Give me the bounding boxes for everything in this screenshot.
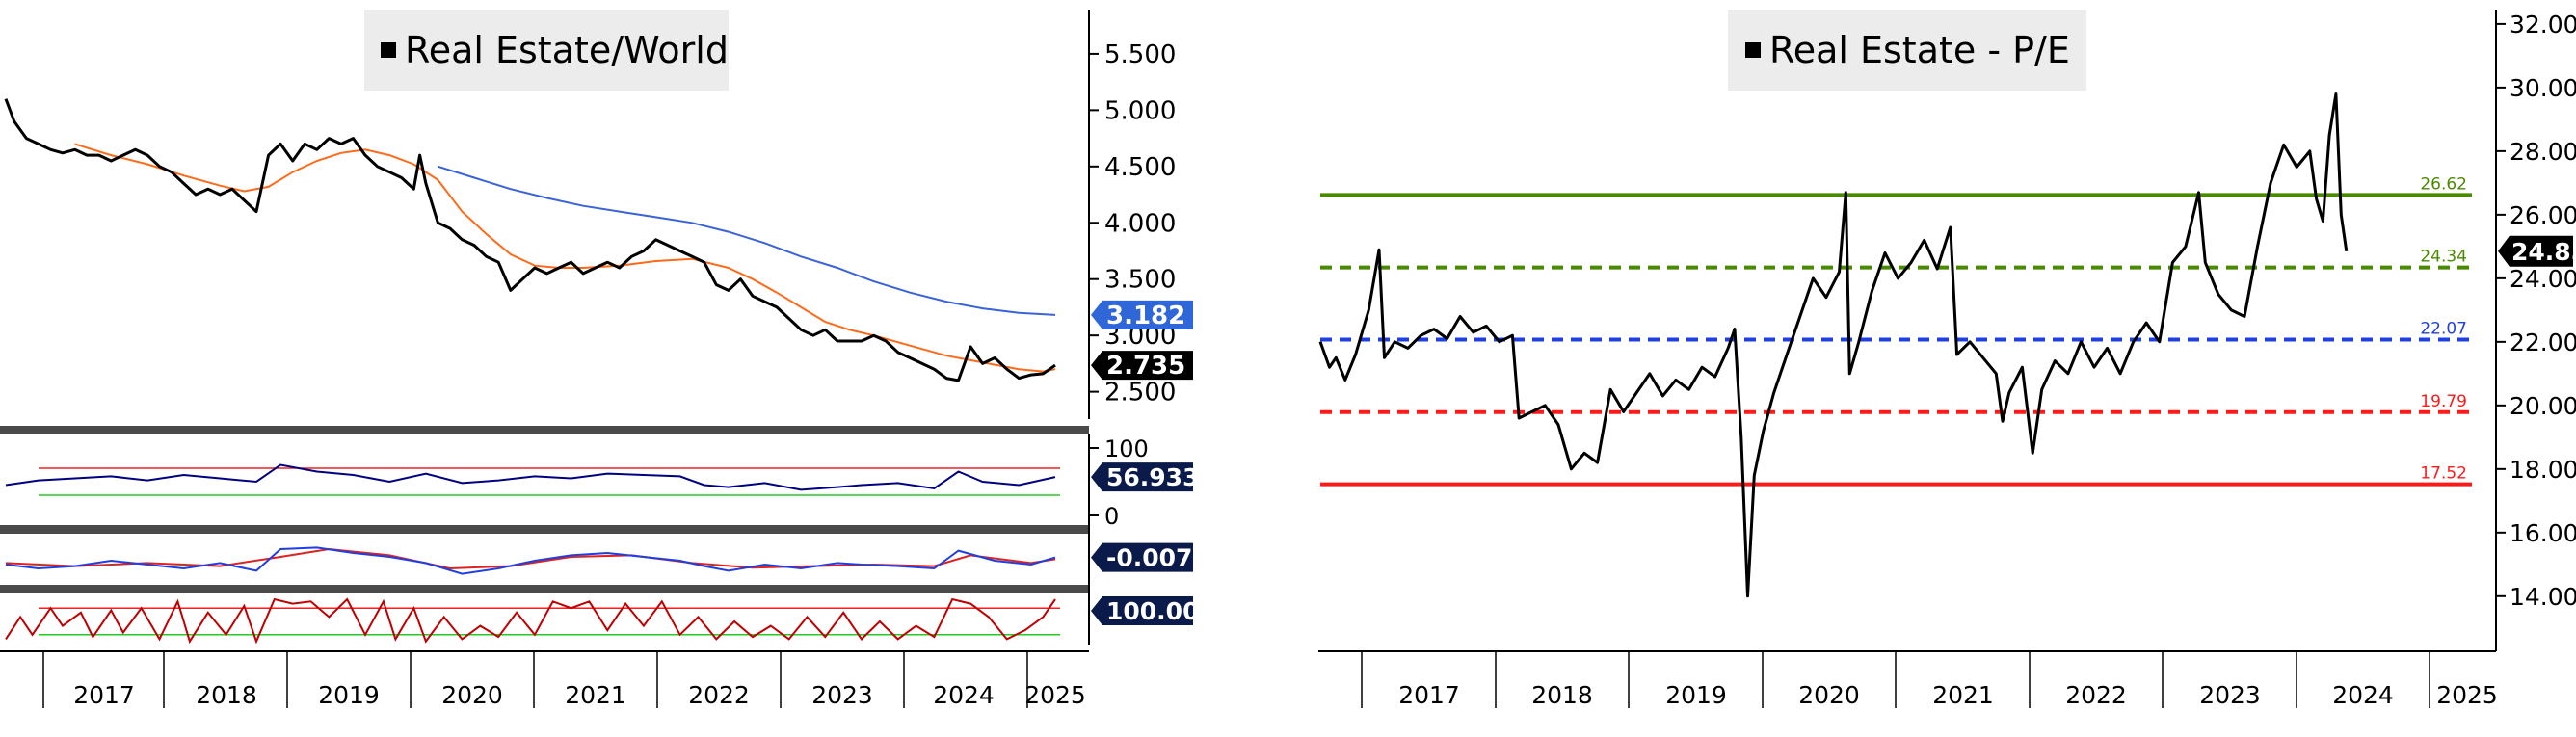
right-x-tick-label: 2023	[2199, 681, 2261, 709]
macd-value-label: -0.0075	[1106, 544, 1209, 572]
ma-long-line	[438, 165, 1056, 316]
sub-y-tick-label: 0	[1104, 503, 1119, 530]
right-title-box	[1728, 10, 2086, 91]
last-value-badge	[1091, 300, 1193, 329]
left-x-tick-label: 2022	[688, 681, 750, 709]
right-x-tick-label: 2021	[1932, 681, 1994, 709]
right-y-tick-label: 24.00	[2510, 265, 2576, 293]
right-last-value-badge: 24.85	[2498, 235, 2576, 267]
relative-performance-chart: Real Estate/World 5.500 5.000 4.500 4.000 3.…	[0, 10, 1216, 709]
right-y-ticks: 32.00 30.00 28.00 26.00 24.00 22.00 20.00 18.00…	[2496, 11, 2576, 611]
right-x-axis: 2017 2018 2019 2020 2021 2022 2023 2024 2025	[1318, 650, 2498, 709]
left-y-tick-label: 3.500	[1104, 266, 1176, 295]
right-y-tick-label: 32.00	[2510, 11, 2576, 39]
left-last-value-badges: 3.182 2.735	[1091, 300, 1193, 381]
right-y-tick-label: 18.00	[2510, 456, 2576, 484]
rsi-line	[5, 463, 1056, 491]
series-ma-long	[438, 165, 1056, 316]
rsi-value-badge	[1091, 462, 1193, 492]
last-value-badge	[1091, 351, 1193, 381]
right-x-tick-label: 2019	[1665, 681, 1727, 709]
left-y-tick-label: 4.500	[1104, 153, 1176, 182]
macd-line	[5, 546, 1056, 575]
panel-separator	[0, 525, 1089, 534]
right-y-tick-label: 30.00	[2510, 74, 2576, 102]
left-x-tick-label: 2017	[73, 681, 135, 709]
reference-line-label: 22.07	[2420, 320, 2467, 339]
stochastic-line	[5, 597, 1056, 645]
rsi-panel: 100 0 56.9331	[5, 435, 1216, 530]
right-y-tick-label: 16.00	[2510, 519, 2576, 547]
ma-short-line	[74, 143, 1056, 373]
series-pe-ratio	[1318, 92, 2349, 598]
right-y-tick-label: 14.00	[2510, 583, 2576, 611]
left-chart-title: Real Estate/World	[405, 29, 729, 71]
right-title-legend-marker	[1745, 42, 1761, 58]
left-x-tick-label: 2023	[811, 681, 873, 709]
right-x-tick-label: 2017	[1398, 681, 1460, 709]
left-x-tick-label: 2018	[196, 681, 257, 709]
pe-ratio-chart: Real Estate - P/E 26.62 24.34 22.07 19.79 17…	[1318, 10, 2576, 709]
stochastic-value-badge	[1091, 596, 1193, 625]
right-x-tick-label: 2024	[2332, 681, 2394, 709]
right-y-tick-label: 28.00	[2510, 138, 2576, 166]
last-value-label: 2.735	[1106, 352, 1185, 381]
left-x-tick-label: 2025	[1024, 681, 1086, 709]
macd-panel: -0.0075	[5, 542, 1209, 575]
reference-line-label: 26.62	[2420, 174, 2467, 194]
left-x-tick-label: 2019	[318, 681, 380, 709]
last-value-label: 3.182	[1106, 302, 1185, 330]
left-y-tick-label: 5.500	[1104, 40, 1176, 69]
price-line	[4, 98, 1056, 382]
right-x-tick-label: 2022	[2065, 681, 2127, 709]
macd-value-badge	[1091, 542, 1193, 572]
left-title-legend-marker	[381, 42, 396, 58]
right-chart-title: Real Estate - P/E	[1769, 29, 2070, 71]
right-y-tick-label: 20.00	[2510, 392, 2576, 420]
pe-last-value-badge	[2498, 235, 2573, 267]
stochastic-panel: 100.00	[5, 596, 1199, 645]
right-x-tick-label: 2025	[2436, 681, 2498, 709]
left-x-tick-label: 2021	[565, 681, 626, 709]
reference-line-label: 17.52	[2420, 464, 2467, 484]
series-ma-short	[74, 143, 1056, 373]
left-x-tick-label: 2020	[441, 681, 503, 709]
left-x-axis: 2017 2018 2019 2020 2021 2022 2023 2024 2025	[0, 650, 1089, 709]
left-y-tick-label: 4.000	[1104, 209, 1176, 238]
signal-line	[5, 547, 1056, 570]
right-y-tick-label: 22.00	[2510, 329, 2576, 356]
right-x-tick-label: 2018	[1531, 681, 1593, 709]
right-y-tick-label: 26.00	[2510, 201, 2576, 229]
series-price	[4, 98, 1056, 382]
sub-y-tick-label: 100	[1104, 435, 1149, 462]
reference-line-label: 24.34	[2420, 248, 2467, 267]
stochastic-value-label: 100.00	[1106, 597, 1199, 625]
pe-reference-lines: 26.62 24.34 22.07 19.79 17.52	[1320, 174, 2472, 487]
panel-separator	[0, 585, 1089, 593]
left-x-tick-label: 2024	[933, 681, 995, 709]
left-y-tick-label: 5.000	[1104, 96, 1176, 125]
pe-last-value-label: 24.85	[2511, 238, 2576, 266]
left-y-tick-label: 2.500	[1104, 379, 1176, 408]
reference-line-label: 19.79	[2420, 392, 2467, 411]
left-title-box	[364, 10, 729, 91]
pe-ratio-line	[1318, 92, 2349, 598]
panel-separator	[0, 426, 1089, 434]
rsi-value-label: 56.9331	[1106, 463, 1216, 491]
right-x-tick-label: 2020	[1798, 681, 1860, 709]
